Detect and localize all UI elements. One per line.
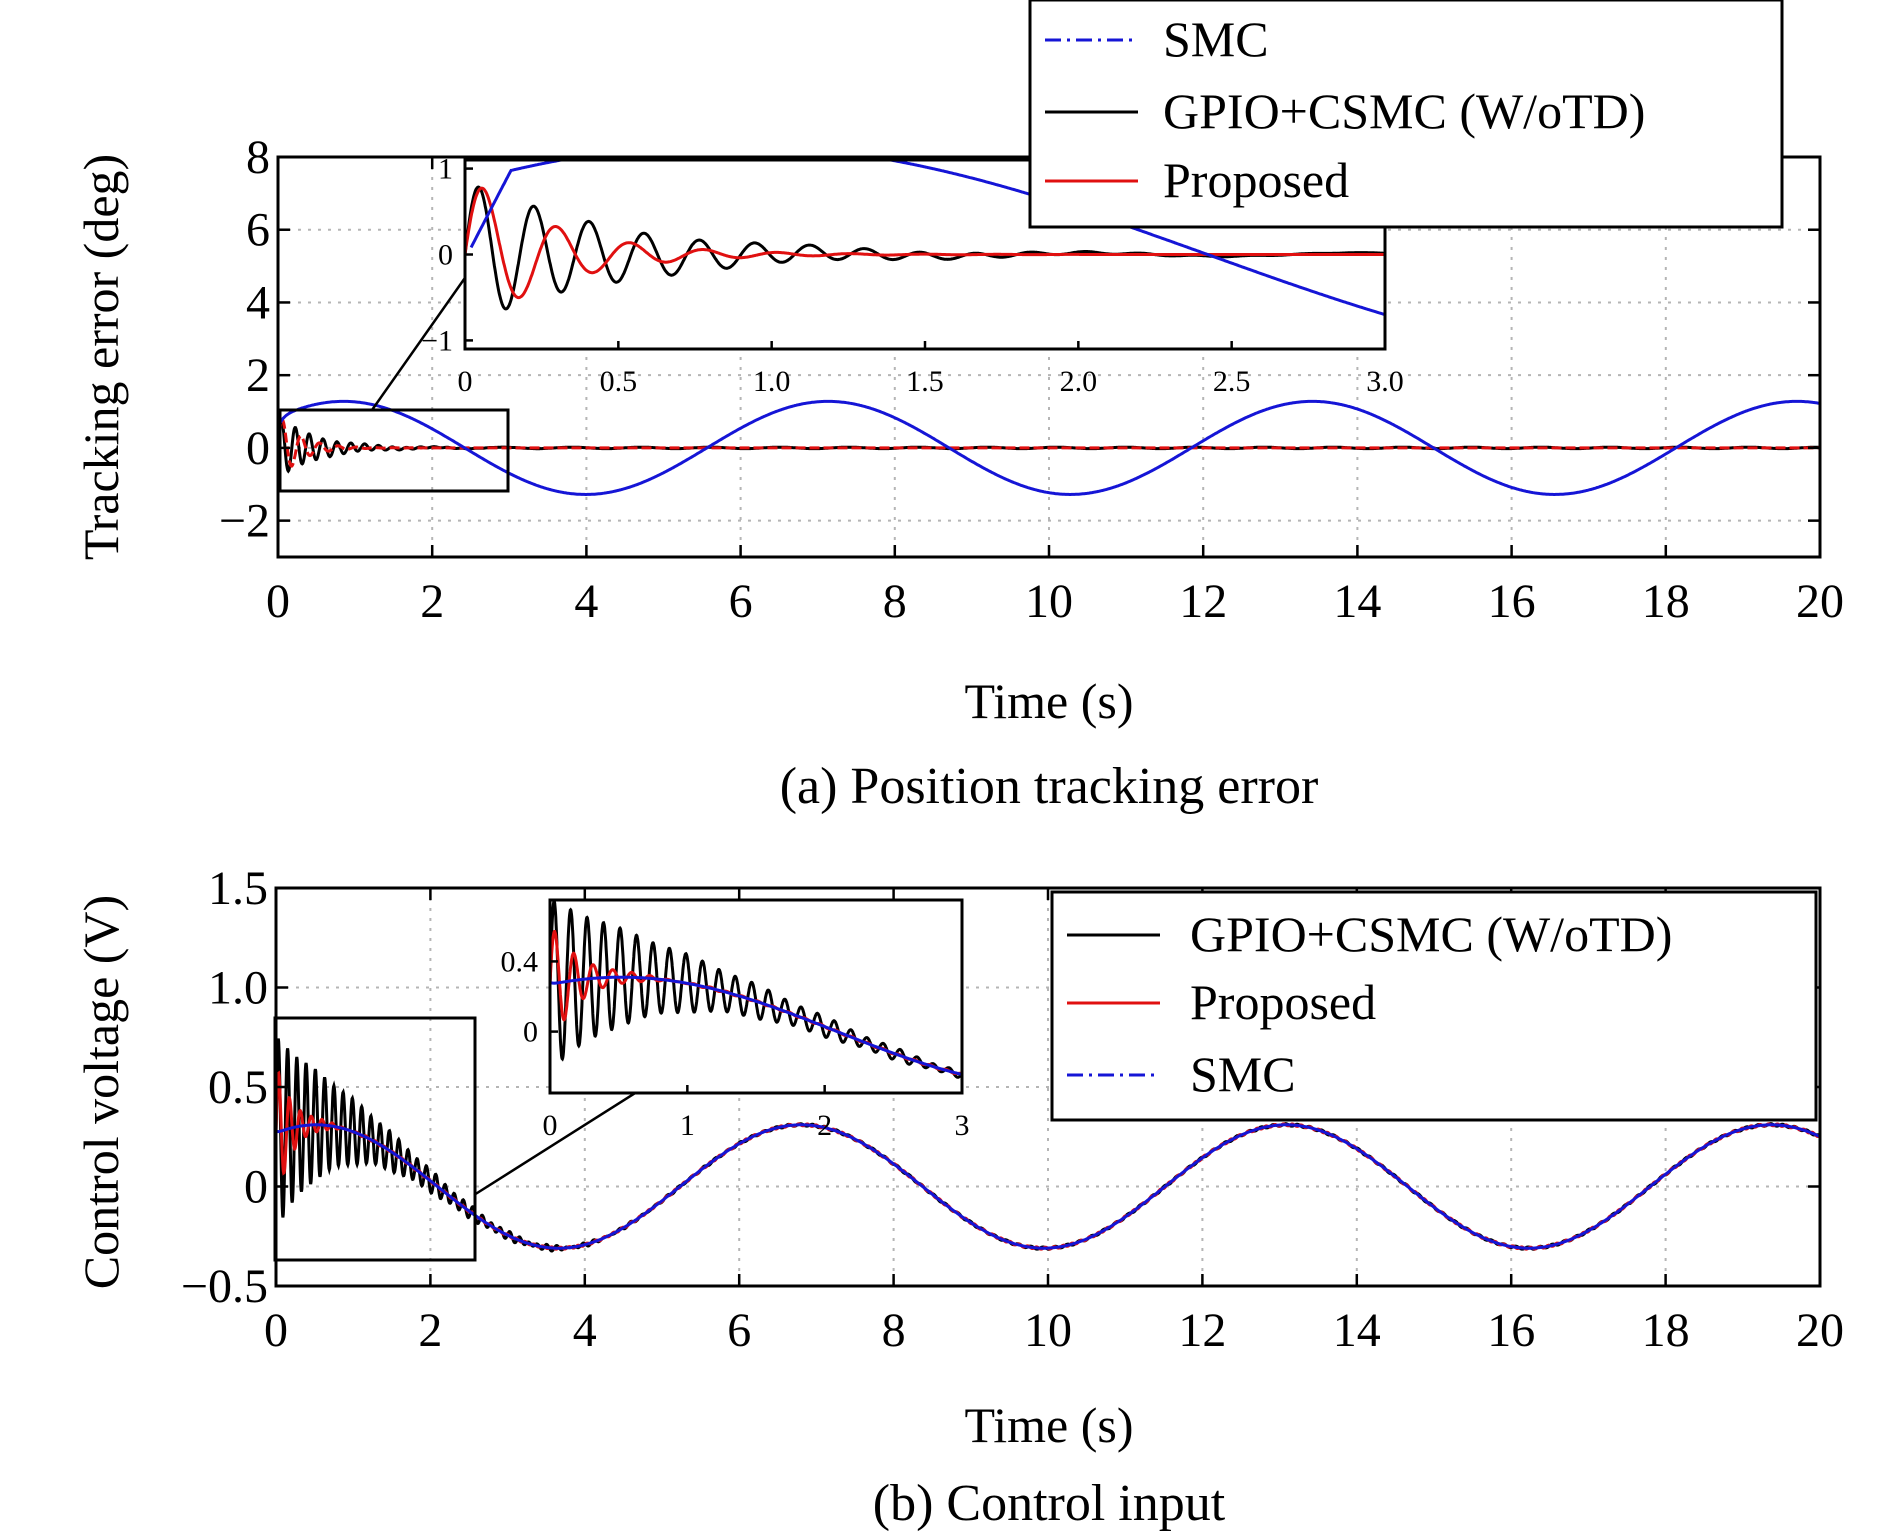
inset-a-ytick-label: 1: [438, 153, 453, 186]
chart-b-xlabel: Time (s): [964, 1397, 1133, 1453]
inset-a-xtick-label: 2.0: [1060, 365, 1098, 398]
legend-b-label-gpio: GPIO+CSMC (W/oTD): [1190, 906, 1672, 962]
chart-b-ytick-label: 1.5: [208, 862, 268, 915]
chart-a-legend: SMC GPIO+CSMC (W/oTD) Proposed: [1028, 0, 1784, 229]
inset-a-xtick-label: 3.0: [1366, 365, 1404, 398]
chart-a-xtick-label: 14: [1333, 575, 1381, 628]
chart-a-ylabel: Tracking error (deg): [73, 154, 129, 560]
chart-b-xtick-label: 10: [1024, 1304, 1072, 1357]
legend-b-label-smc: SMC: [1190, 1046, 1296, 1102]
inset-b-xtick-label: 2: [817, 1109, 832, 1142]
chart-a-xtick-label: 20: [1796, 575, 1844, 628]
chart-a-zoom-box: [278, 408, 510, 493]
chart-a-caption: (a) Position tracking error: [780, 758, 1319, 815]
chart-a-xtick-label: 2: [420, 575, 444, 628]
inset-a-xtick-label: 0: [458, 365, 473, 398]
chart-b-ticks: 0 2 4 6 8 10 12 14 16 18 201.51.00.50−0.5: [181, 862, 1844, 1357]
chart-b-inset: 0 1 2 3 0.4 0: [501, 898, 970, 1142]
chart-a-xtick-label: 12: [1179, 575, 1227, 628]
chart-b-xtick-label: 0: [264, 1304, 288, 1357]
chart-a-ytick-label: 0: [246, 422, 270, 475]
chart-b-ytick-label: 0: [244, 1161, 268, 1214]
chart-a-xtick-label: 4: [574, 575, 598, 628]
chart-b: 0 2 4 6 8 10 12 14 16 18 201.51.00.50−0.5 0 1 2 30.40…: [73, 862, 1844, 1532]
inset-a-smc: [469, 160, 1385, 317]
chart-b-legend: GPIO+CSMC (W/oTD) Proposed SMC: [1050, 890, 1818, 1122]
inset-a-xtick-label: 2.5: [1213, 365, 1251, 398]
inset-a-xtick-label: 0.5: [600, 365, 638, 398]
inset-a-proposed: [465, 186, 1385, 300]
chart-a-xtick-label: 10: [1025, 575, 1073, 628]
inset-a-xtick-label: 1.0: [753, 365, 791, 398]
chart-a-ytick-label: 8: [246, 131, 270, 184]
chart-a-zoom-leader: [370, 274, 469, 411]
chart-a-xlabel: Time (s): [964, 673, 1133, 729]
chart-b-xtick-label: 18: [1642, 1304, 1690, 1357]
series-b-smc: [276, 1123, 1820, 1250]
chart-b-xtick-label: 8: [882, 1304, 906, 1357]
chart-b-ytick-label: 0.5: [208, 1061, 268, 1114]
inset-b-ytick-label: 0: [523, 1016, 538, 1049]
inset-b-smc: [550, 975, 962, 1076]
chart-b-xtick-label: 16: [1487, 1304, 1535, 1357]
chart-b-legend-box: [1050, 890, 1818, 1122]
chart-a-ytick-label: 4: [246, 276, 270, 329]
chart-b-xtick-label: 20: [1796, 1304, 1844, 1357]
series-a-smc: [276, 399, 1821, 496]
chart-a-ytick-label: 6: [246, 204, 270, 257]
chart-b-xtick-label: 12: [1178, 1304, 1226, 1357]
chart-a-xtick-label: 18: [1642, 575, 1690, 628]
chart-b-ytick-label: −0.5: [181, 1260, 268, 1313]
chart-a-xtick-label: 8: [883, 575, 907, 628]
chart-b-inset-frame: [548, 898, 964, 1095]
inset-b-xtick-label: 3: [955, 1109, 970, 1142]
chart-a-xtick-label: 0: [266, 575, 290, 628]
chart-b-series: [276, 1038, 1820, 1253]
inset-b-xtick-label: 0: [543, 1109, 558, 1142]
legend-a-label-proposed: Proposed: [1163, 152, 1349, 208]
inset-a-xtick-label: 1.5: [906, 365, 944, 398]
chart-a-xtick-label: 6: [729, 575, 753, 628]
chart-b-caption: (b) Control input: [873, 1475, 1226, 1532]
chart-b-ytick-label: 1.0: [208, 962, 268, 1015]
chart-b-xtick-label: 2: [418, 1304, 442, 1357]
chart-b-xtick-label: 14: [1333, 1304, 1381, 1357]
chart-a-inset: 0 0.5 1.0 1.5 2.0 2.5 3.010−1: [421, 153, 1404, 398]
chart-b-xtick-label: 6: [727, 1304, 751, 1357]
inset-a-ytick-label: −1: [421, 324, 453, 357]
chart-a-legend-box: [1028, 0, 1784, 229]
chart-a-xtick-label: 16: [1488, 575, 1536, 628]
chart-b-xtick-label: 4: [573, 1304, 597, 1357]
chart-a-series: [276, 399, 1821, 496]
chart-a-ytick-label: 2: [246, 349, 270, 402]
inset-b-xtick-label: 1: [680, 1109, 695, 1142]
legend-a-label-smc: SMC: [1163, 11, 1269, 67]
inset-a-ytick-label: 0: [438, 239, 453, 272]
inset-b-ytick-label: 0.4: [501, 945, 539, 978]
legend-a-label-gpio: GPIO+CSMC (W/oTD): [1163, 83, 1645, 139]
series-a-proposed: [276, 417, 1820, 468]
chart-a-ytick-label: −2: [219, 495, 270, 548]
chart-b-zoom-box: [273, 1016, 477, 1262]
chart-b-ylabel: Control voltage (V): [73, 895, 129, 1289]
chart-b-zoom-leader: [473, 1088, 641, 1197]
legend-b-label-proposed: Proposed: [1190, 974, 1376, 1030]
